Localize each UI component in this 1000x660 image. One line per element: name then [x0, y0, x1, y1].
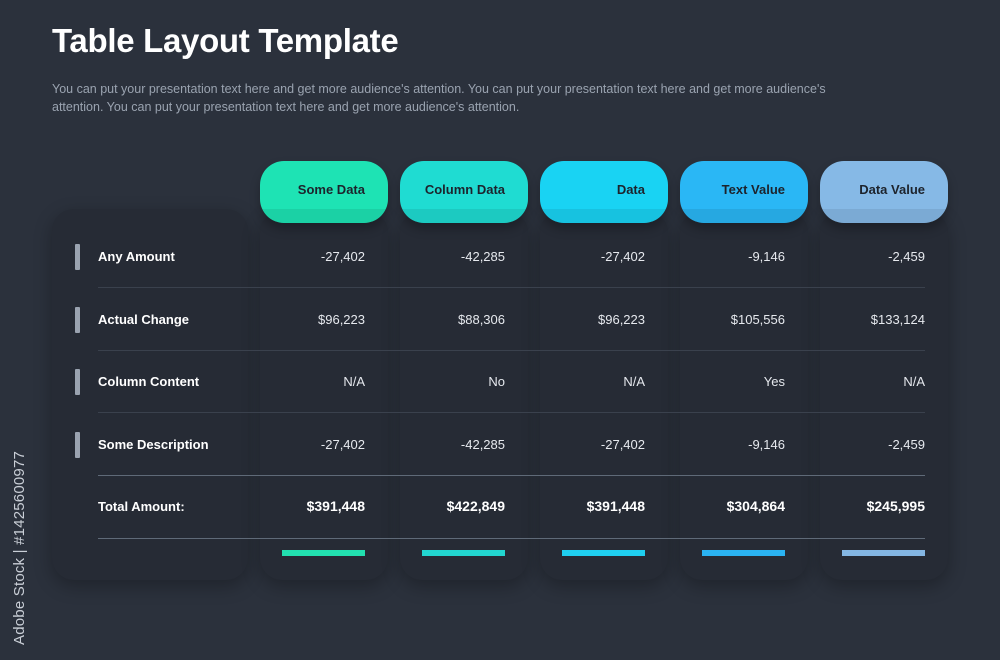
total-cell: $391,448	[306, 498, 365, 514]
row-marker	[75, 307, 80, 333]
table-cell: $88,306	[458, 312, 505, 327]
table-cell: -27,402	[320, 249, 365, 264]
table-cell: -2,459	[888, 437, 925, 452]
column-header: Data	[540, 161, 668, 223]
table-cell: -27,402	[320, 437, 365, 452]
total-label: Total Amount:	[98, 499, 185, 514]
column-accent-bar	[562, 550, 645, 556]
column-header: Text Value	[680, 161, 808, 223]
column-header: Some Data	[260, 161, 388, 223]
table-cell: -9,146	[748, 249, 785, 264]
column-panel	[540, 211, 668, 580]
column-accent-bar	[422, 550, 505, 556]
row-marker	[75, 432, 80, 458]
row-label: Actual Change	[98, 312, 190, 327]
total-cell: $304,864	[726, 498, 785, 514]
column-accent-bar	[842, 550, 925, 556]
row-divider	[98, 350, 925, 351]
column-panel	[260, 211, 388, 580]
stock-watermark: Adobe Stock | #1425600977	[11, 450, 28, 645]
table-cell: Yes	[763, 374, 785, 389]
total-cell: $391,448	[586, 498, 645, 514]
column-panel	[680, 211, 808, 580]
total-cell: $245,995	[866, 498, 925, 514]
total-divider	[98, 538, 925, 539]
column-panel	[820, 211, 948, 580]
column-accent-bar	[282, 550, 365, 556]
table-cell: $133,124	[870, 312, 925, 327]
total-divider	[98, 475, 925, 476]
column-accent-bar	[702, 550, 785, 556]
table-cell: No	[488, 374, 505, 389]
table-cell: -42,285	[460, 437, 505, 452]
column-header-label: Data Value	[859, 181, 925, 197]
table-cell: -27,402	[600, 249, 645, 264]
table-cell: -27,402	[600, 437, 645, 452]
row-label: Column Content	[98, 374, 200, 389]
page-title: Table Layout Template	[52, 22, 399, 59]
table-cell: N/A	[623, 374, 645, 389]
table-cell: N/A	[903, 374, 925, 389]
row-divider	[98, 412, 925, 413]
column-header: Data Value	[820, 161, 948, 223]
table-cell: $96,223	[318, 312, 365, 327]
total-cell: $422,849	[446, 498, 505, 514]
column-header: Column Data	[400, 161, 528, 223]
table-cell: N/A	[343, 374, 365, 389]
row-label-panel	[52, 209, 248, 580]
column-panel	[400, 211, 528, 580]
row-marker	[75, 369, 80, 395]
page-subtitle: You can put your presentation text here …	[52, 82, 826, 114]
table-cell: $96,223	[598, 312, 645, 327]
table-cell: -9,146	[748, 437, 785, 452]
table-cell: -2,459	[888, 249, 925, 264]
column-header-label: Data	[616, 181, 645, 197]
table-cell: $105,556	[730, 312, 785, 327]
column-header-label: Column Data	[424, 181, 505, 197]
column-header-label: Text Value	[721, 181, 785, 197]
row-marker	[75, 244, 80, 270]
table-cell: -42,285	[460, 249, 505, 264]
row-label: Any Amount	[98, 249, 175, 264]
row-label: Some Description	[98, 437, 209, 452]
column-header-label: Some Data	[297, 181, 365, 197]
row-divider	[98, 287, 925, 288]
